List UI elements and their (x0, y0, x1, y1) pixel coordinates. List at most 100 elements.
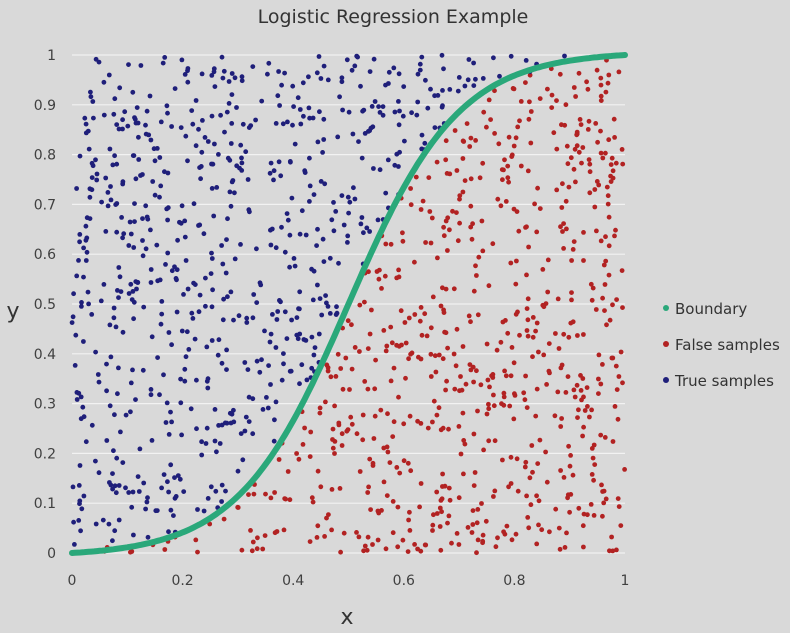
false-sample-point (360, 437, 366, 443)
true-sample-point (238, 142, 244, 148)
true-sample-point (355, 54, 360, 60)
true-sample-point (228, 203, 234, 209)
false-sample-point (430, 522, 436, 528)
true-sample-point (119, 215, 124, 220)
true-sample-point (212, 407, 218, 412)
true-sample-point (238, 431, 244, 436)
false-sample-point (563, 390, 569, 395)
legend-item-false-samples: False samples (663, 336, 780, 354)
false-sample-point (603, 89, 609, 95)
false-sample-point (594, 179, 600, 184)
false-sample-point (522, 397, 528, 403)
false-sample-point (534, 229, 540, 235)
true-sample-point (153, 508, 159, 514)
false-sample-point (578, 122, 584, 127)
boundary-curve (69, 52, 628, 556)
false-sample-point (529, 443, 535, 448)
true-sample-point (367, 69, 373, 74)
true-sample-point (107, 403, 113, 409)
true-sample-point (318, 179, 324, 184)
true-sample-point (231, 317, 236, 323)
false-sample-point (620, 305, 625, 310)
true-sample-point (144, 108, 150, 114)
false-sample-point (555, 389, 561, 395)
false-sample-point (446, 513, 452, 519)
true-sample-point (83, 121, 89, 127)
false-sample-point (467, 144, 473, 149)
true-sample-point (288, 368, 294, 374)
true-sample-point (157, 392, 162, 398)
false-sample-point (481, 447, 486, 453)
true-sample-point (89, 312, 95, 317)
true-sample-point (282, 70, 287, 76)
false-sample-point (527, 99, 532, 105)
true-sample-point (371, 56, 377, 62)
false-sample-point (300, 442, 306, 447)
false-sample-point (453, 363, 459, 369)
false-sample-point (417, 318, 423, 324)
true-sample-point (83, 237, 89, 243)
true-sample-point (227, 189, 233, 195)
false-sample-point (589, 472, 595, 477)
false-sample-point (430, 528, 435, 533)
true-sample-point (185, 158, 190, 164)
false-sample-point (329, 487, 335, 492)
false-sample-point (568, 453, 573, 458)
false-sample-point (456, 495, 462, 501)
true-sample-point (254, 358, 260, 364)
true-sample-point (209, 73, 215, 78)
true-sample-point (112, 96, 118, 102)
true-sample-point (380, 112, 386, 118)
true-sample-point (299, 362, 305, 368)
true-sample-point (108, 354, 114, 360)
false-sample-point (571, 239, 577, 245)
false-sample-point (465, 525, 471, 530)
true-sample-point (79, 304, 84, 309)
false-sample-point (559, 205, 565, 210)
false-sample-point (454, 531, 460, 536)
false-sample-point (428, 325, 434, 331)
true-sample-point (172, 86, 178, 91)
true-sample-point (391, 65, 397, 71)
true-sample-point (265, 71, 270, 77)
true-sample-point (419, 132, 425, 138)
false-sample-point (537, 96, 543, 101)
x-tick-label: 0.8 (503, 573, 525, 589)
true-sample-point (320, 236, 326, 242)
false-sample-point (602, 282, 608, 287)
false-sample-point (441, 310, 447, 315)
true-sample-point (315, 139, 321, 145)
true-sample-point (140, 253, 146, 259)
true-sample-point (120, 329, 126, 335)
true-sample-point (359, 215, 365, 220)
false-sample-point (584, 79, 589, 85)
true-sample-point (79, 300, 84, 305)
false-sample-point (591, 477, 596, 483)
true-sample-point (344, 57, 350, 63)
true-sample-point (301, 113, 306, 119)
true-sample-point (199, 439, 205, 445)
true-sample-point (84, 215, 90, 221)
false-sample-point (560, 229, 565, 234)
chart-title: Logistic Regression Example (258, 6, 529, 28)
false-sample-point (254, 546, 260, 552)
false-sample-point (513, 135, 519, 141)
false-sample-point (610, 168, 616, 174)
false-sample-point (613, 160, 619, 166)
false-sample-point (589, 297, 595, 303)
false-sample-point (388, 378, 394, 384)
false-sample-point (248, 528, 253, 533)
true-sample-point (271, 177, 276, 183)
true-sample-point (172, 264, 177, 270)
true-sample-point (264, 395, 269, 400)
false-sample-point (551, 130, 557, 136)
true-sample-point (246, 419, 252, 424)
false-sample-point (384, 343, 390, 349)
true-sample-point (232, 256, 238, 262)
true-sample-point (140, 367, 146, 373)
false-sample-point (435, 255, 440, 261)
true-sample-point (359, 155, 365, 161)
true-sample-point (72, 363, 78, 368)
true-sample-point (182, 234, 188, 240)
true-sample-point (83, 439, 89, 445)
